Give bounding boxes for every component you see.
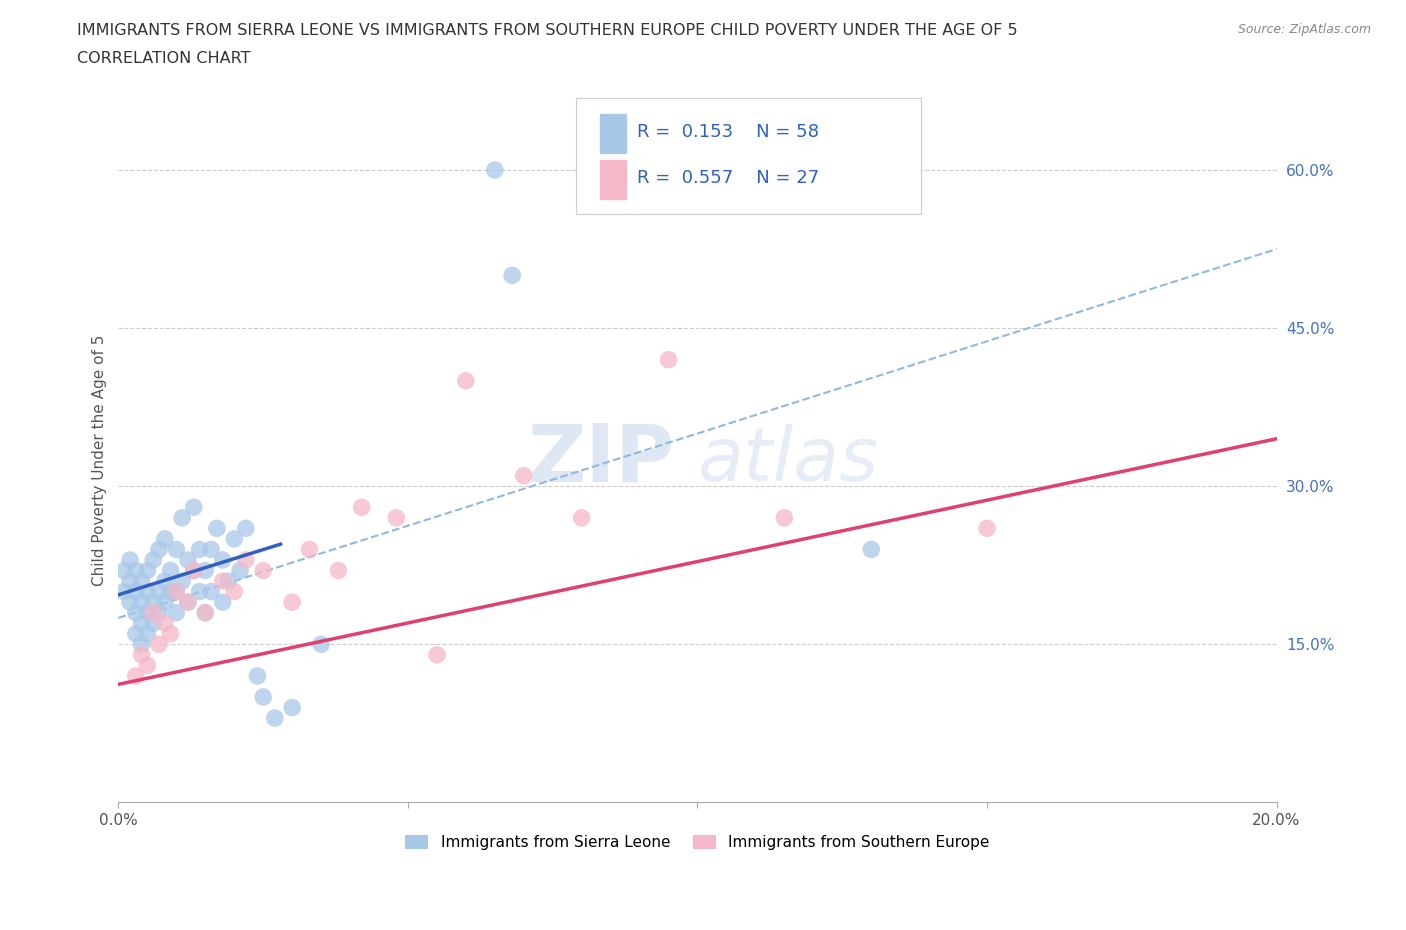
Text: R =  0.153    N = 58: R = 0.153 N = 58	[637, 123, 818, 140]
Point	[298, 542, 321, 557]
Point	[484, 163, 506, 178]
Point	[148, 542, 170, 557]
Point	[211, 552, 233, 567]
Point	[246, 669, 269, 684]
Point	[159, 626, 181, 641]
Point	[252, 563, 274, 578]
Y-axis label: Child Poverty Under the Age of 5: Child Poverty Under the Age of 5	[93, 334, 107, 586]
Point	[211, 594, 233, 609]
Point	[112, 584, 135, 599]
Point	[281, 700, 304, 715]
Point	[153, 616, 176, 631]
Point	[159, 563, 181, 578]
Point	[118, 594, 141, 609]
Point	[131, 574, 153, 589]
Point	[177, 594, 200, 609]
Point	[125, 584, 148, 599]
Point	[657, 352, 679, 367]
Point	[501, 268, 523, 283]
Point	[172, 511, 194, 525]
Point	[148, 605, 170, 620]
Point	[281, 594, 304, 609]
Point	[142, 594, 165, 609]
Point	[136, 658, 159, 672]
Point	[148, 637, 170, 652]
Point	[385, 511, 408, 525]
Point	[112, 563, 135, 578]
Point	[188, 542, 211, 557]
Point	[142, 552, 165, 567]
Point	[118, 574, 141, 589]
Point	[513, 468, 536, 483]
Point	[328, 563, 350, 578]
Point	[125, 563, 148, 578]
Point	[177, 594, 200, 609]
Point	[194, 605, 217, 620]
Point	[860, 542, 883, 557]
Point	[976, 521, 998, 536]
Point	[148, 584, 170, 599]
Point	[194, 605, 217, 620]
Point	[183, 499, 205, 514]
Text: atlas: atlas	[697, 424, 879, 496]
Point	[194, 563, 217, 578]
Point	[205, 521, 228, 536]
Point	[309, 637, 332, 652]
Point	[200, 542, 222, 557]
Point	[454, 373, 477, 388]
Point	[177, 552, 200, 567]
Point	[125, 626, 148, 641]
Point	[217, 574, 239, 589]
Text: IMMIGRANTS FROM SIERRA LEONE VS IMMIGRANTS FROM SOUTHERN EUROPE CHILD POVERTY UN: IMMIGRANTS FROM SIERRA LEONE VS IMMIGRAN…	[77, 23, 1018, 38]
Point	[165, 584, 187, 599]
Text: CORRELATION CHART: CORRELATION CHART	[77, 51, 250, 66]
Point	[131, 637, 153, 652]
Point	[165, 605, 187, 620]
Point	[263, 711, 285, 725]
Point	[252, 689, 274, 704]
Point	[136, 563, 159, 578]
Point	[136, 605, 159, 620]
Point	[131, 594, 153, 609]
Point	[235, 521, 257, 536]
Point	[159, 584, 181, 599]
Point	[118, 552, 141, 567]
Point	[426, 647, 449, 662]
Point	[773, 511, 796, 525]
Point	[165, 542, 187, 557]
Point	[125, 605, 148, 620]
Point	[142, 605, 165, 620]
Point	[165, 584, 187, 599]
Point	[183, 563, 205, 578]
Point	[224, 531, 246, 546]
Point	[235, 552, 257, 567]
Point	[200, 584, 222, 599]
Point	[350, 499, 373, 514]
Text: R =  0.557    N = 27: R = 0.557 N = 27	[637, 169, 820, 187]
Text: ZIP: ZIP	[527, 421, 675, 498]
Point	[211, 574, 233, 589]
Point	[131, 647, 153, 662]
Point	[153, 574, 176, 589]
Point	[229, 563, 252, 578]
Legend: Immigrants from Sierra Leone, Immigrants from Southern Europe: Immigrants from Sierra Leone, Immigrants…	[399, 830, 995, 857]
Point	[125, 669, 148, 684]
Point	[188, 584, 211, 599]
Point	[172, 574, 194, 589]
Point	[136, 626, 159, 641]
Point	[142, 616, 165, 631]
Point	[131, 616, 153, 631]
Point	[183, 563, 205, 578]
Point	[136, 584, 159, 599]
Text: Source: ZipAtlas.com: Source: ZipAtlas.com	[1237, 23, 1371, 36]
Point	[224, 584, 246, 599]
Point	[153, 594, 176, 609]
Point	[153, 531, 176, 546]
Point	[571, 511, 593, 525]
